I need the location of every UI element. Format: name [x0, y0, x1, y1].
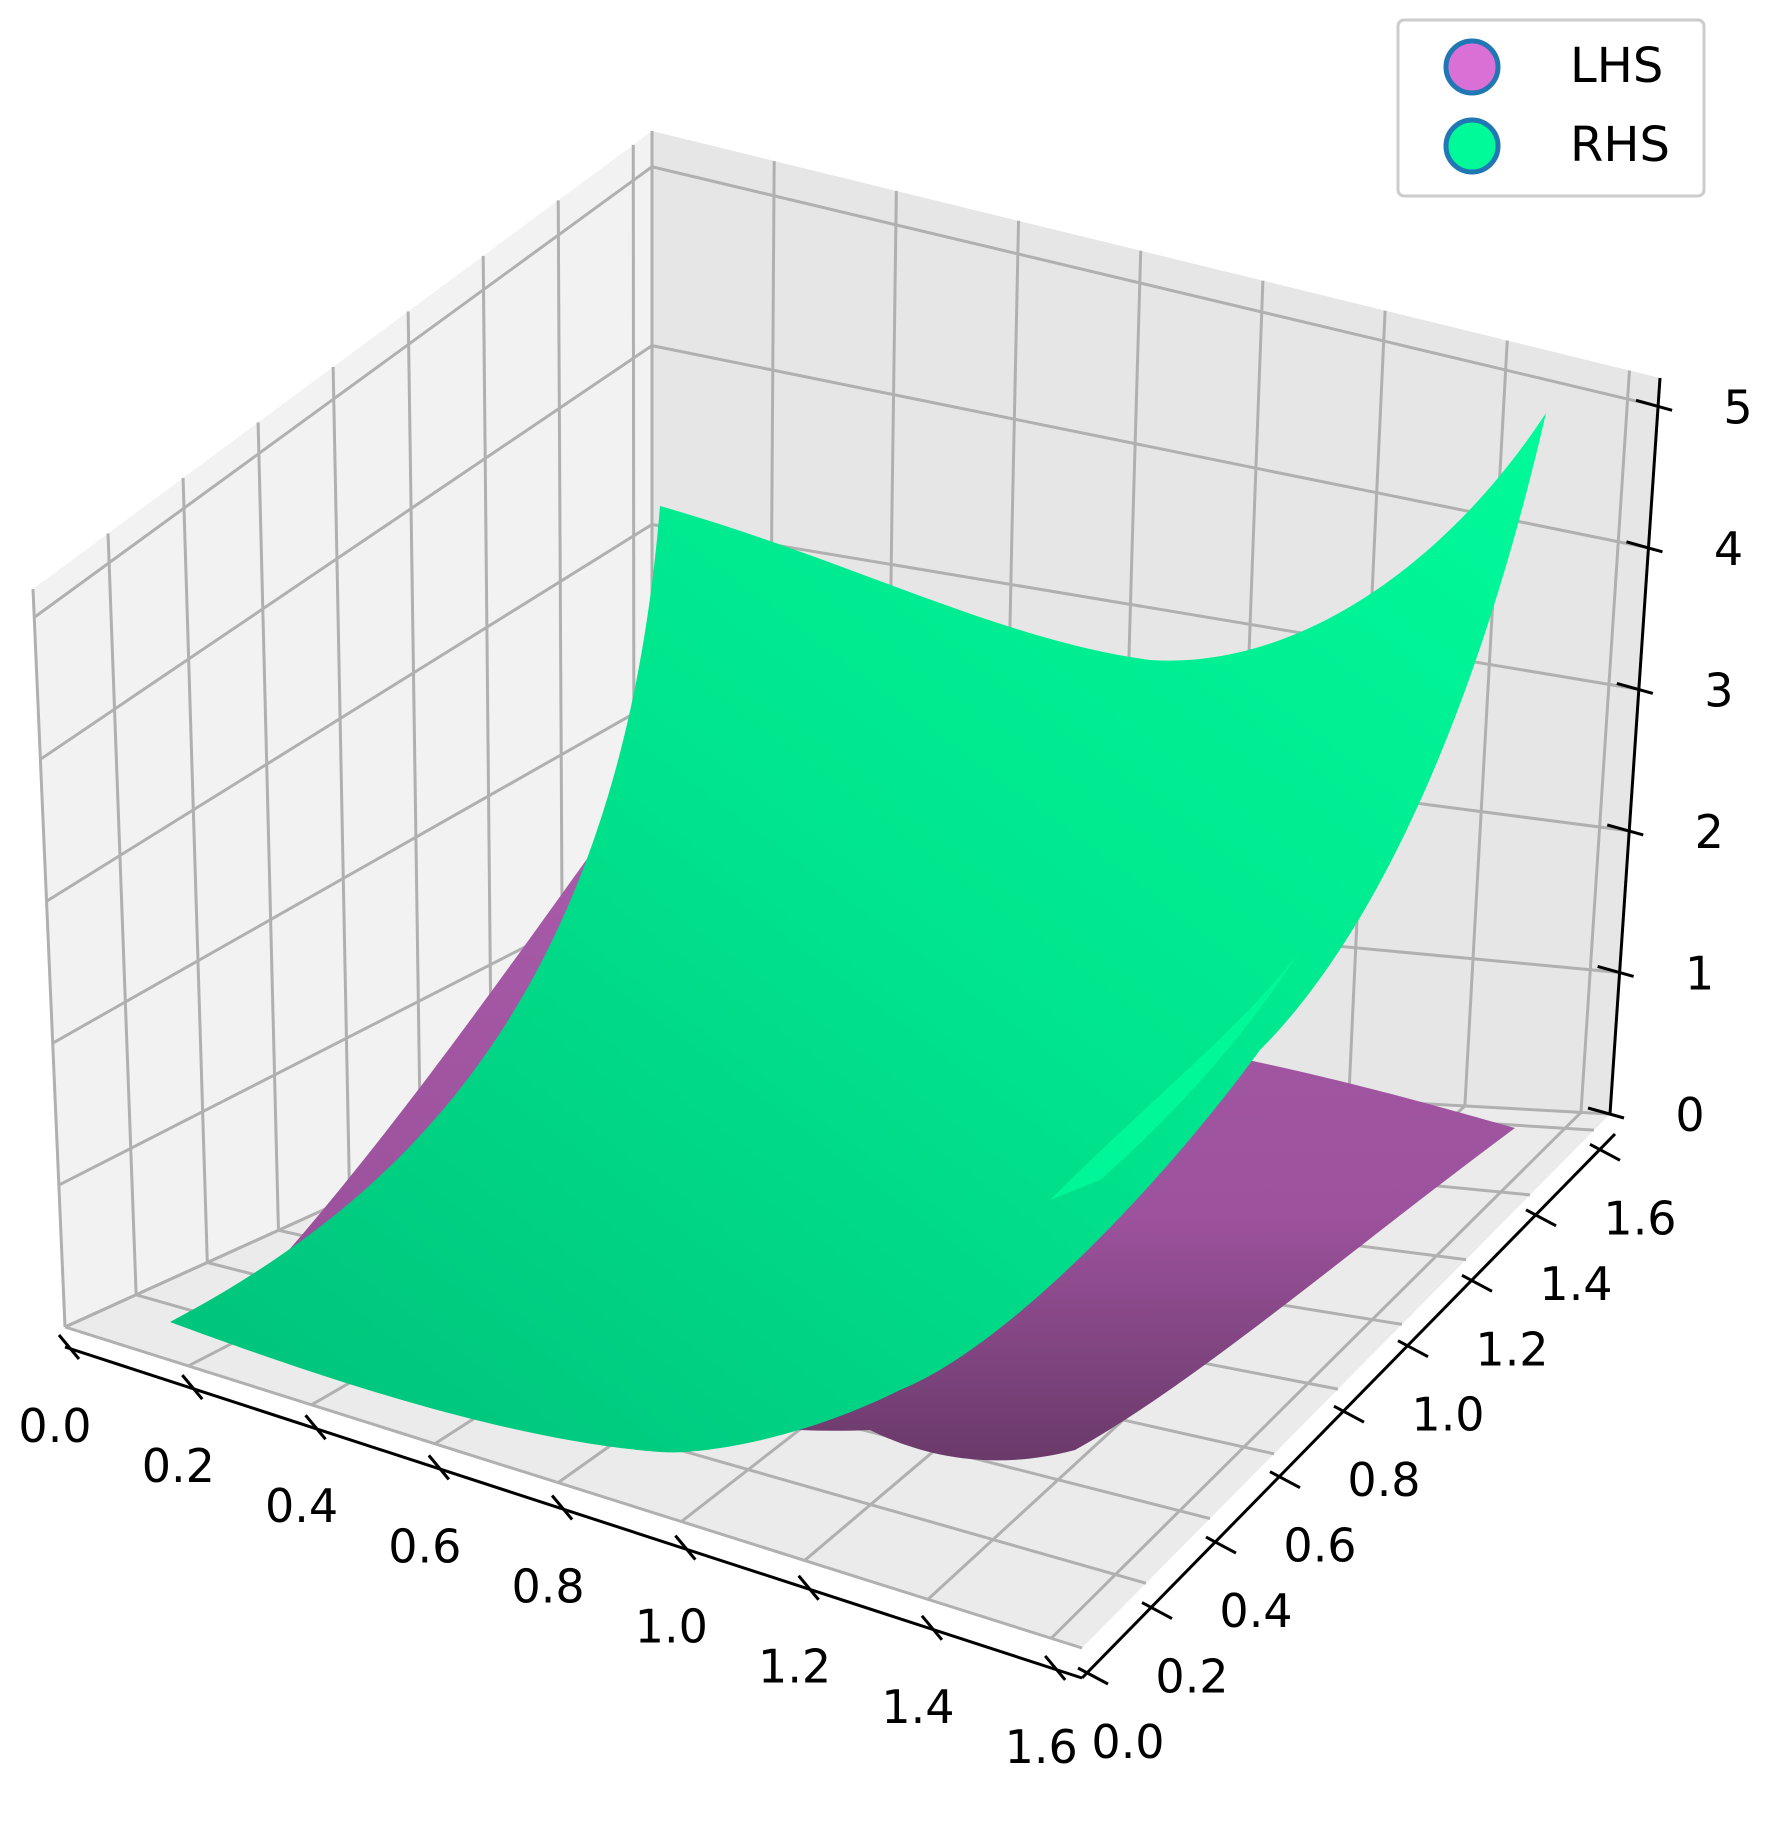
x-tick-label: 0.0 — [18, 1399, 91, 1453]
legend-label-lhs: LHS — [1570, 38, 1663, 94]
y-tick-label: 1.0 — [1411, 1388, 1484, 1442]
y-tick-mark — [1333, 1404, 1365, 1424]
y-grid-line — [331, 366, 352, 1199]
z-tick-mark — [1635, 398, 1673, 412]
z-tick-label: 4 — [1714, 522, 1743, 576]
x-tick-mark — [674, 1534, 697, 1561]
rhs-surface-patch — [170, 413, 1546, 1453]
z-grid-line — [39, 344, 653, 761]
y-tick-label: 1.4 — [1539, 1257, 1612, 1311]
y-tick-mark — [1077, 1666, 1109, 1686]
y-tick-label: 0.8 — [1347, 1453, 1420, 1507]
x-tick-mark — [920, 1614, 944, 1641]
x-axis-line — [64, 1345, 1083, 1680]
x-grid-line — [1463, 340, 1509, 1107]
legend: LHS RHS — [1396, 18, 1706, 198]
y-tick-mark — [1525, 1208, 1557, 1228]
z-grid-line — [33, 165, 653, 619]
y-tick-mark — [1461, 1273, 1493, 1293]
y-grid-line — [106, 533, 138, 1295]
x-tick-mark — [181, 1374, 204, 1401]
y-tick-label: 0.4 — [1219, 1584, 1292, 1638]
y-tick-label: 0.0 — [1091, 1715, 1164, 1769]
x-tick-mark — [797, 1574, 820, 1601]
z-tick-mark — [1616, 681, 1654, 695]
rhs-surface — [170, 413, 1546, 1453]
z-axis-line — [1608, 377, 1662, 1115]
y-tick-mark — [1205, 1535, 1237, 1555]
y-grid-line — [406, 311, 423, 1166]
x-tick-label: 0.4 — [265, 1479, 338, 1533]
x-tick-label: 1.2 — [758, 1640, 831, 1694]
x-tick-mark — [1044, 1655, 1067, 1681]
z-tick-label: 5 — [1723, 380, 1752, 434]
x-tick-label: 1.0 — [635, 1600, 708, 1654]
x-tick-label: 0.8 — [512, 1559, 585, 1613]
x-tick-label: 1.4 — [881, 1680, 954, 1734]
z-tick-mark — [1626, 540, 1663, 554]
z-tick-mark — [1606, 823, 1644, 837]
z-tick-mark — [1587, 1106, 1625, 1120]
y-tick-mark — [1269, 1470, 1301, 1489]
y-tick-label: 1.6 — [1603, 1191, 1676, 1245]
x-grid-line — [1579, 370, 1631, 1113]
y-axis-line — [1080, 1132, 1617, 1680]
z-grid-line — [45, 523, 653, 903]
z-axis-ticks: 0 1 2 3 4 5 — [1587, 380, 1753, 1142]
x-grid-line — [1050, 1111, 1583, 1640]
y-grid-line — [64, 1325, 1083, 1650]
x-tick-mark — [550, 1494, 574, 1521]
y-tick-mark — [1589, 1143, 1621, 1162]
y-grid-line — [256, 422, 280, 1231]
x-tick-mark — [57, 1334, 81, 1360]
legend-marker-rhs — [1443, 117, 1501, 175]
z-tick-mark — [1597, 965, 1635, 978]
y-grid-line — [481, 255, 494, 1134]
y-tick-mark — [1397, 1339, 1429, 1359]
x-tick-label: 0.2 — [142, 1439, 215, 1493]
z-tick-label: 1 — [1685, 946, 1714, 1000]
y-axis-ticks: 0.0 0.2 0.4 0.6 0.8 1.0 1.2 1.4 1.6 — [1077, 1143, 1677, 1769]
legend-label-rhs: RHS — [1570, 117, 1670, 173]
legend-marker-lhs — [1443, 38, 1501, 96]
z-tick-label: 3 — [1704, 663, 1733, 717]
z-grid-line — [651, 165, 1659, 408]
z-grid-line — [51, 702, 653, 1045]
y-grid-line — [31, 588, 67, 1328]
y-tick-mark — [1141, 1601, 1173, 1620]
x-tick-label: 1.6 — [1005, 1720, 1078, 1774]
x-tick-mark — [304, 1414, 327, 1441]
x-tick-label: 0.6 — [388, 1519, 461, 1573]
y-tick-label: 0.6 — [1283, 1519, 1356, 1573]
y-tick-label: 0.2 — [1155, 1650, 1228, 1704]
x-axis-ticks: 0.0 0.2 0.4 0.6 0.8 1.0 1.2 1.4 1.6 — [18, 1334, 1078, 1774]
y-grid-line — [181, 477, 209, 1263]
z-tick-label: 2 — [1695, 805, 1724, 859]
y-tick-label: 1.2 — [1475, 1322, 1548, 1376]
x-tick-mark — [427, 1454, 450, 1481]
z-tick-label: 0 — [1675, 1088, 1704, 1142]
